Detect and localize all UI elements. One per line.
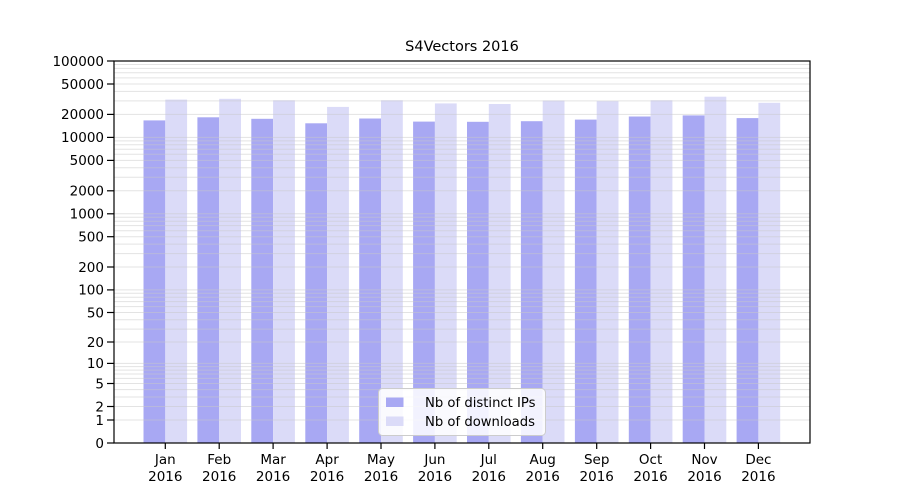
- x-axis-tick-label-year: 2016: [472, 469, 506, 485]
- legend-box: [378, 388, 546, 436]
- chart-title: S4Vectors 2016: [405, 39, 519, 55]
- bar-downloads-nov: [704, 96, 727, 443]
- x-axis-tick-label-month: Dec: [745, 452, 771, 468]
- bar-ips-may: [359, 118, 381, 443]
- x-axis-tick-label-month: Nov: [691, 452, 717, 468]
- x-axis-tick-label-month: May: [367, 452, 395, 468]
- bar-downloads-apr: [327, 106, 349, 444]
- legend-label: Nb of downloads: [425, 415, 535, 430]
- x-axis-tick-label-month: Apr: [315, 452, 339, 468]
- x-axis-tick-label-month: Oct: [639, 452, 662, 468]
- y-axis-tick-label: 2: [95, 399, 104, 415]
- bar-downloads-sep: [596, 101, 619, 443]
- bar-ips-apr: [305, 123, 328, 444]
- x-axis-tick-label-year: 2016: [526, 469, 560, 485]
- x-axis-tick-label-year: 2016: [364, 469, 398, 485]
- legend: Nb of distinct IPs Nb of downloads: [378, 388, 546, 436]
- x-axis-tick-label-month: Jul: [480, 452, 497, 468]
- y-axis-tick-label: 50: [87, 305, 104, 321]
- bar-ips-jul: [467, 121, 489, 444]
- x-axis-tick-label-year: 2016: [580, 469, 614, 485]
- y-axis-tick-label: 10000: [61, 130, 104, 146]
- bar-ips-oct: [628, 116, 651, 443]
- x-axis-tick-label-year: 2016: [687, 469, 721, 485]
- y-axis-tick-label: 0: [95, 436, 104, 452]
- y-axis-group: 1000005000020000100005000200010005002001…: [52, 54, 114, 452]
- x-axis-tick-label-month: Mar: [260, 452, 286, 468]
- bar-downloads-jul: [488, 104, 511, 443]
- bar-downloads-jun: [434, 103, 457, 444]
- bar-downloads-dec: [758, 102, 781, 444]
- bar-ips-feb: [197, 117, 220, 444]
- x-axis-tick-label-month: Aug: [530, 452, 556, 468]
- y-axis-tick-label: 1: [95, 413, 104, 429]
- y-axis-tick-label: 10: [87, 356, 104, 372]
- x-axis-tick-label-year: 2016: [741, 469, 775, 485]
- y-axis-tick-label: 100000: [52, 54, 104, 70]
- bars-group: [143, 96, 781, 444]
- bar-ips-sep: [574, 119, 597, 443]
- legend-label: Nb of distinct IPs: [425, 396, 536, 411]
- bar-ips-aug: [520, 121, 543, 443]
- bar-downloads-mar: [273, 100, 295, 444]
- bar-ips-jun: [413, 121, 435, 443]
- bar-downloads-may: [381, 100, 403, 444]
- y-axis-tick-label: 5000: [70, 153, 104, 169]
- x-axis-tick-label-year: 2016: [633, 469, 667, 485]
- y-axis-tick-label: 50000: [61, 77, 104, 93]
- plot-border: [113, 60, 811, 444]
- x-axis-tick-label-month: Feb: [207, 452, 231, 468]
- x-axis-tick-label-month: Jan: [154, 452, 176, 468]
- bar-downloads-oct: [650, 100, 673, 444]
- x-axis-tick-label-year: 2016: [256, 469, 290, 485]
- x-axis-tick-label-month: Sep: [584, 452, 609, 468]
- y-axis-tick-label: 100: [78, 283, 104, 299]
- y-axis-tick-label: 5: [95, 376, 104, 392]
- bar-ips-jan: [143, 120, 166, 444]
- bar-ips-dec: [736, 118, 759, 443]
- bar-downloads-aug: [542, 100, 565, 443]
- legend-swatch: [386, 416, 404, 426]
- x-axis-tick-label-month: Jun: [423, 452, 445, 468]
- x-axis-tick-label-year: 2016: [418, 469, 452, 485]
- legend-swatch: [386, 397, 404, 407]
- gridlines-group: [114, 60, 810, 421]
- legend-item: Nb of distinct IPs: [386, 396, 536, 411]
- y-axis-tick-label: 1000: [70, 207, 104, 223]
- x-axis-group: Jan2016Feb2016Mar2016Apr2016May2016Jun20…: [148, 443, 776, 485]
- bar-ips-mar: [251, 118, 274, 444]
- x-axis-tick-label-year: 2016: [148, 469, 182, 485]
- legend-item: Nb of downloads: [386, 415, 535, 430]
- y-axis-tick-label: 500: [78, 230, 104, 246]
- y-axis-tick-label: 2000: [70, 184, 104, 200]
- bar-downloads-feb: [219, 98, 241, 444]
- bar-ips-nov: [682, 115, 705, 444]
- y-axis-tick-label: 20000: [61, 107, 104, 123]
- y-axis-tick-label: 20: [87, 335, 104, 351]
- bar-downloads-jan: [165, 99, 188, 443]
- x-axis-tick-label-year: 2016: [310, 469, 344, 485]
- y-axis-tick-label: 200: [78, 260, 104, 276]
- x-axis-tick-label-year: 2016: [202, 469, 236, 485]
